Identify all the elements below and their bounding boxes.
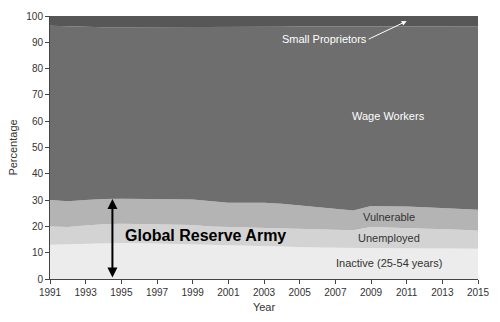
svg-text:Small Proprietors: Small Proprietors bbox=[282, 33, 367, 45]
svg-text:1993: 1993 bbox=[75, 287, 98, 298]
svg-text:50: 50 bbox=[32, 142, 44, 153]
svg-text:10: 10 bbox=[32, 247, 44, 258]
svg-text:Inactive (25-54 years): Inactive (25-54 years) bbox=[336, 257, 442, 269]
svg-text:Percentage: Percentage bbox=[7, 119, 19, 175]
svg-text:2011: 2011 bbox=[396, 287, 418, 298]
svg-text:1991: 1991 bbox=[39, 287, 62, 298]
svg-text:100: 100 bbox=[26, 11, 43, 22]
svg-text:30: 30 bbox=[32, 195, 44, 206]
svg-text:70: 70 bbox=[32, 89, 44, 100]
svg-text:1995: 1995 bbox=[110, 287, 133, 298]
svg-text:2007: 2007 bbox=[324, 287, 347, 298]
svg-text:1999: 1999 bbox=[182, 287, 205, 298]
svg-text:1997: 1997 bbox=[146, 287, 169, 298]
svg-text:80: 80 bbox=[32, 63, 44, 74]
svg-text:20: 20 bbox=[32, 221, 44, 232]
svg-text:2001: 2001 bbox=[217, 287, 240, 298]
svg-text:2005: 2005 bbox=[289, 287, 312, 298]
svg-text:Year: Year bbox=[253, 301, 276, 313]
svg-text:2013: 2013 bbox=[431, 287, 454, 298]
svg-text:Vulnerable: Vulnerable bbox=[363, 211, 415, 223]
svg-text:90: 90 bbox=[32, 37, 44, 48]
svg-text:0: 0 bbox=[37, 274, 43, 285]
svg-text:Global Reserve Army: Global Reserve Army bbox=[125, 227, 286, 244]
svg-text:2015: 2015 bbox=[467, 287, 490, 298]
svg-text:Unemployed: Unemployed bbox=[358, 232, 420, 244]
svg-text:2009: 2009 bbox=[360, 287, 383, 298]
svg-text:60: 60 bbox=[32, 116, 44, 127]
svg-text:40: 40 bbox=[32, 168, 44, 179]
svg-text:Wage Workers: Wage Workers bbox=[352, 110, 425, 122]
svg-text:2003: 2003 bbox=[253, 287, 276, 298]
